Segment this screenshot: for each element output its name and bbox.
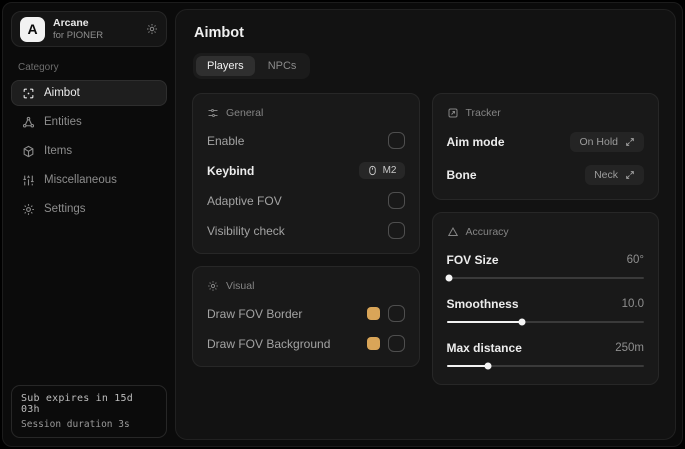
visibility-check-row: Visibility check: [207, 222, 405, 239]
fov-size-group: FOV Size 60°: [445, 251, 644, 282]
app-title: Arcane: [53, 16, 89, 29]
draw-fov-background-row: Draw FOV Background: [207, 335, 405, 352]
crosshair-icon: [21, 87, 35, 100]
max-distance-slider[interactable]: [446, 362, 644, 370]
fov-size-value: 60°: [626, 253, 644, 266]
keybind-button[interactable]: M2: [358, 162, 405, 179]
visibility-check-checkbox[interactable]: [387, 222, 405, 239]
fov-size-label: FOV Size: [446, 252, 499, 267]
mouse-icon: [367, 165, 378, 176]
adaptive-fov-checkbox[interactable]: [387, 192, 405, 209]
enable-label: Enable: [207, 133, 245, 148]
main-panel: Aimbot Players NPCs General: [175, 9, 676, 440]
enable-row: Enable: [207, 132, 405, 149]
sub-expiry-text: Sub expires in 15d 03h: [21, 393, 133, 415]
page-title: Aimbot: [194, 25, 244, 41]
sidebar-item-label: Entities: [44, 116, 82, 128]
sidebar-item-items[interactable]: Items: [11, 138, 167, 164]
draw-fov-border-label: Draw FOV Border: [207, 306, 303, 321]
aim-mode-select[interactable]: On Hold: [570, 132, 644, 152]
section-title: Tracker: [465, 107, 501, 119]
section-title: Visual: [226, 280, 255, 292]
bone-select[interactable]: Neck: [585, 165, 644, 185]
app-logo: A: [20, 16, 45, 42]
sidebar-item-label: Settings: [44, 203, 86, 215]
keybind-label: Keybind: [207, 163, 255, 178]
brand-card: A Arcane for PIONER: [11, 11, 167, 47]
max-distance-value: 250m: [615, 341, 644, 354]
sidebar-item-label: Items: [44, 145, 73, 157]
smoothness-value: 10.0: [621, 297, 644, 310]
keybind-row: Keybind M2: [207, 162, 405, 179]
max-distance-group: Max distance 250m: [446, 339, 644, 370]
app-subtitle: for PIONER: [53, 30, 104, 42]
visual-section-icon: [207, 280, 219, 292]
draw-fov-border-row: Draw FOV Border: [207, 305, 405, 322]
bone-value: Neck: [594, 169, 618, 181]
fov-size-slider[interactable]: [445, 274, 644, 282]
smoothness-slider[interactable]: [446, 318, 644, 326]
expand-icon: [625, 170, 635, 180]
sidebar-nav: Aimbot Entities Items: [11, 80, 167, 222]
fov-border-color-swatch[interactable]: [366, 307, 380, 320]
entities-icon: [21, 116, 35, 129]
sidebar-item-aimbot[interactable]: Aimbot: [11, 80, 167, 106]
bone-row: Bone Neck: [446, 165, 644, 185]
expand-icon: [625, 137, 635, 147]
subscription-info-card: Sub expires in 15d 03h Session duration …: [11, 385, 167, 438]
gear-icon: [21, 203, 35, 216]
sliders-icon: [21, 174, 35, 187]
draw-fov-background-label: Draw FOV Background: [207, 336, 331, 351]
visibility-check-label: Visibility check: [207, 223, 285, 238]
section-title: Accuracy: [465, 226, 509, 238]
sidebar-item-entities[interactable]: Entities: [11, 109, 167, 135]
aim-mode-value: On Hold: [579, 136, 618, 148]
sidebar-item-label: Miscellaneous: [44, 174, 117, 186]
sidebar-item-miscellaneous[interactable]: Miscellaneous: [11, 167, 167, 193]
sidebar: A Arcane for PIONER Category: [3, 3, 175, 446]
draw-fov-border-checkbox[interactable]: [387, 305, 405, 322]
tab-npcs[interactable]: NPCs: [267, 60, 297, 72]
sidebar-item-settings[interactable]: Settings: [11, 196, 167, 222]
adaptive-fov-row: Adaptive FOV: [207, 192, 405, 209]
section-title: General: [226, 107, 264, 119]
tracker-card: Tracker Aim mode On Hold: [431, 93, 659, 200]
smoothness-label: Smoothness: [446, 296, 519, 311]
category-label: Category: [18, 62, 59, 73]
general-card: General Enable Keybind: [192, 93, 420, 254]
sidebar-item-label: Aimbot: [44, 87, 80, 99]
aim-mode-label: Aim mode: [446, 135, 505, 149]
keybind-value: M2: [382, 165, 397, 176]
general-section-icon: [207, 107, 219, 119]
fov-size-slider-handle[interactable]: [445, 274, 453, 282]
accuracy-card: Accuracy FOV Size 60°: [431, 212, 659, 385]
cube-icon: [21, 145, 35, 158]
bone-label: Bone: [446, 168, 477, 182]
session-duration-text: Session duration 3s: [21, 419, 130, 430]
aim-mode-row: Aim mode On Hold: [446, 132, 644, 152]
visual-card: Visual Draw FOV Border Draw FOV Backgrou…: [192, 266, 420, 367]
tab-players[interactable]: Players: [196, 56, 255, 76]
target-tabs: Players NPCs: [193, 53, 311, 79]
smoothness-group: Smoothness 10.0: [446, 295, 644, 326]
tracker-section-icon: [447, 107, 459, 119]
accuracy-section-icon: [447, 226, 459, 238]
draw-fov-background-checkbox[interactable]: [387, 335, 405, 352]
max-distance-label: Max distance: [446, 340, 522, 355]
settings-grid: General Enable Keybind: [192, 93, 659, 385]
fov-background-color-swatch[interactable]: [366, 337, 380, 350]
enable-checkbox[interactable]: [387, 132, 405, 149]
adaptive-fov-label: Adaptive FOV: [207, 193, 282, 208]
smoothness-slider-handle[interactable]: [518, 318, 526, 326]
max-distance-slider-handle[interactable]: [484, 362, 492, 370]
settings-gear-icon[interactable]: [146, 23, 158, 35]
